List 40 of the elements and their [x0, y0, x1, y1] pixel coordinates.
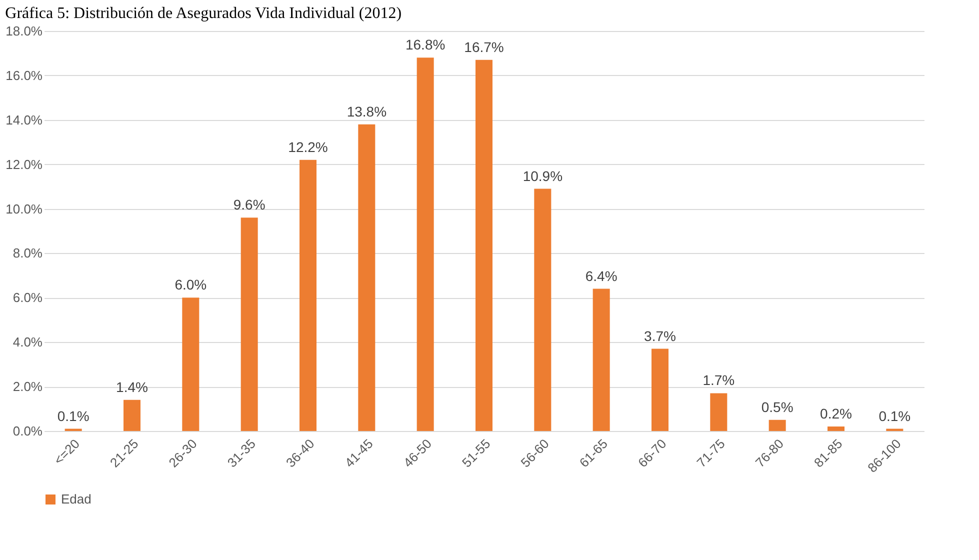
bar: [828, 426, 844, 431]
bar: [652, 348, 668, 431]
bar: [710, 393, 728, 431]
data-label: 6.4%: [585, 268, 618, 284]
y-tick-label: 14.0%: [6, 112, 43, 128]
data-label: 16.7%: [464, 38, 504, 55]
y-tick-label: 10.0%: [6, 201, 43, 216]
bar: [358, 124, 376, 431]
bar: [240, 218, 258, 431]
bar: [300, 160, 316, 431]
chart-title: Gráfica 5: Distribución de Asegurados Vida Individual (2012): [5, 5, 402, 22]
y-tick-label: 6.0%: [12, 290, 43, 306]
bar: [768, 420, 786, 431]
data-label: 6.0%: [174, 276, 207, 293]
bar: [592, 288, 610, 431]
data-label: 0.1%: [878, 408, 911, 424]
data-label: 1.4%: [116, 378, 148, 395]
y-tick-label: 4.0%: [12, 334, 43, 350]
y-tick-label: 2.0%: [12, 379, 43, 394]
bar: [124, 400, 140, 431]
data-label: 1.7%: [702, 372, 735, 388]
data-label: 3.7%: [644, 328, 676, 344]
y-tick-label: 0.0%: [12, 424, 43, 438]
y-tick-label: 8.0%: [12, 246, 43, 261]
data-label: 16.8%: [405, 36, 446, 53]
y-tick-label: 12.0%: [6, 156, 43, 172]
bar: [476, 60, 492, 431]
data-label: 10.9%: [522, 168, 563, 184]
legend-label: Edad: [61, 492, 92, 506]
y-tick-label: 18.0%: [6, 24, 43, 38]
data-label: 0.2%: [820, 406, 852, 422]
data-label: 9.6%: [233, 196, 266, 213]
data-label: 13.8%: [346, 103, 387, 120]
bar: [416, 58, 434, 431]
data-label: 12.2%: [288, 138, 328, 155]
bar: [534, 188, 552, 431]
data-label: 0.5%: [761, 398, 794, 415]
data-label: 0.1%: [57, 408, 90, 424]
y-tick-label: 16.0%: [6, 68, 43, 83]
bar: [182, 298, 200, 431]
